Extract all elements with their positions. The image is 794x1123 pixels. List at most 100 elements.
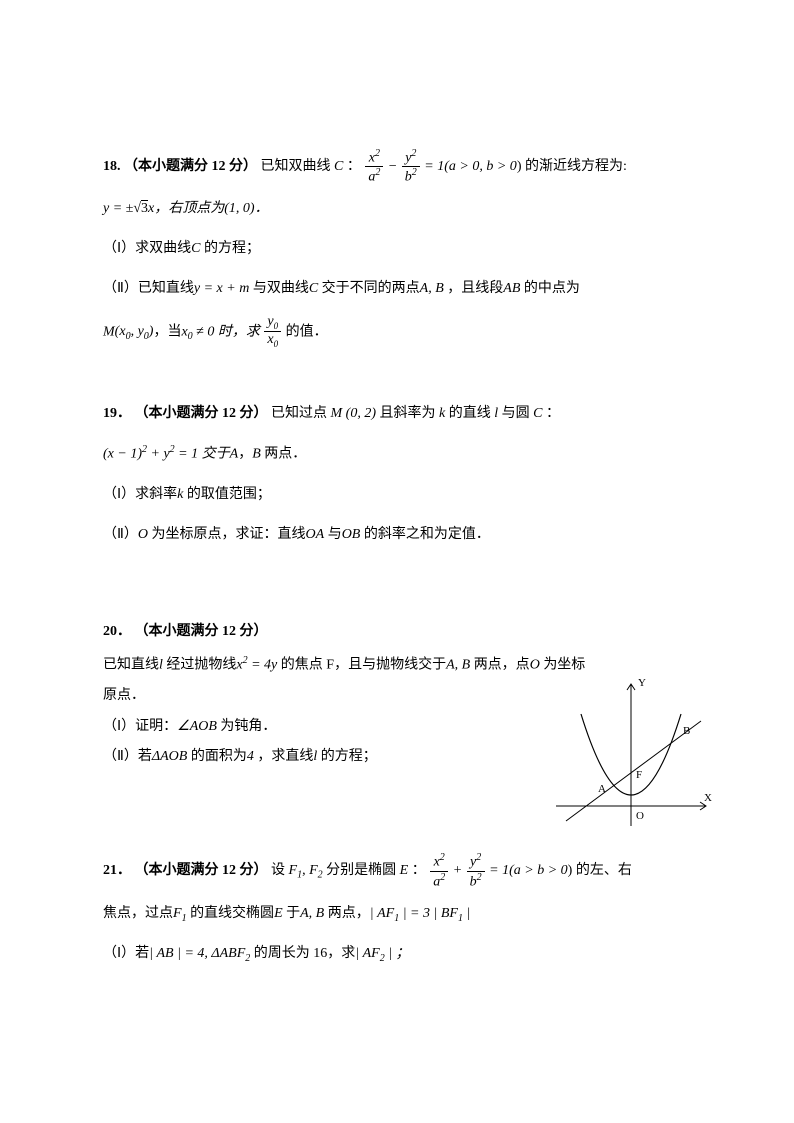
p20-p2-c: ，求直线 xyxy=(254,749,314,764)
p21-l2-b: 的直线交椭圆 xyxy=(187,906,275,921)
p20-l1-e: 两点，点 xyxy=(470,657,530,672)
p20-p1-a: （Ⅰ）证明： xyxy=(103,719,177,734)
p19-part2: （Ⅱ）O 为坐标原点，求证：直线OA 与OB 的斜率之和为定值． xyxy=(103,519,696,551)
p19-p1-a: （Ⅰ）求斜率 xyxy=(103,487,177,502)
p21-F1: F xyxy=(289,863,298,878)
p18-p2-f: AB xyxy=(503,281,520,296)
p21-part1: （Ⅰ）若| AB | = 4, ΔABF2 的周长为 16，求| AF2 | ； xyxy=(103,938,696,970)
p21-af1: | AF xyxy=(370,906,394,921)
p21-line2: 焦点，过点F1 的直线交椭圆E 于A, B 两点，| AF1 | = 3 | B… xyxy=(103,898,696,930)
p21-intro-a: 设 xyxy=(271,863,285,878)
p21-p1-a: （Ⅰ）若 xyxy=(103,946,149,961)
p18-sep: ： xyxy=(347,159,361,174)
svg-text:X: X xyxy=(704,792,712,804)
p20-tri: ΔAOB xyxy=(152,749,187,764)
p18-p2-eq: y = x + m xyxy=(194,281,249,296)
problem-20: 20． （本小题满分 12 分） 已知直线l 经过抛物线x2 = 4y 的焦点 … xyxy=(103,621,696,768)
p18-l4-d: 的值． xyxy=(286,324,328,339)
p19-line2: (x − 1)2 + y2 = 1 交于A，B 两点． xyxy=(103,438,696,471)
p19-OB: OB xyxy=(342,527,361,542)
p20-AB: A, B xyxy=(446,657,470,672)
p19-circle: C xyxy=(533,406,542,421)
problem-19: 19． （本小题满分 12 分） 已知过点 M (0, 2) 且斜率为 k 的直… xyxy=(103,398,696,551)
p18-line1: 18. （本小题满分 12 分） 已知双曲线 C ： x2a2 − y2b2 =… xyxy=(103,148,696,185)
p19-number: 19． xyxy=(103,406,131,421)
p19-p2-c: 与 xyxy=(324,527,342,542)
p21-l2-a: 焦点，过点 xyxy=(103,906,173,921)
p18-part2: （Ⅱ）已知直线y = x + m 与双曲线C 交于不同的两点A, B ，且线段A… xyxy=(103,273,696,305)
p21-header: （本小题满分 12 分） xyxy=(135,863,268,878)
p19-point: M (0, 2) xyxy=(331,406,377,421)
p21-eq3: | = 3 | BF xyxy=(399,906,458,921)
p20-l1-a: 已知直线 xyxy=(103,657,159,672)
p18-M: M xyxy=(103,324,115,339)
problem-18: 18. （本小题满分 12 分） 已知双曲线 C ： x2a2 − y2b2 =… xyxy=(103,148,696,350)
p21-bar: | xyxy=(463,906,470,921)
p18-p2-b: 与双曲线 xyxy=(249,281,309,296)
p21-l2-c: 于 xyxy=(283,906,301,921)
p18-y: y = ± xyxy=(103,201,133,216)
p19-B: B xyxy=(252,447,261,462)
p18-cond: a > 0, b > 0 xyxy=(449,159,517,174)
p18-p2-d: A, B xyxy=(420,281,444,296)
p20-line1: 已知直线l 经过抛物线x2 = 4y 的焦点 F，且与抛物线交于A, B 两点，… xyxy=(103,652,696,677)
p18-intro-a: 已知双曲线 xyxy=(261,159,331,174)
p18-p2-c: 交于不同的两点 xyxy=(318,281,420,296)
p20-p2-b: 的面积为 xyxy=(187,749,247,764)
p18-part1: （Ⅰ）求双曲线C 的方程； xyxy=(103,233,696,265)
svg-text:O: O xyxy=(636,810,644,822)
p20-l2: 原点． xyxy=(103,688,145,703)
p21-eq-rhs: = 1( xyxy=(489,863,514,878)
p19-eq-a: (x − 1) xyxy=(103,447,142,462)
p18-l4-c: ≠ 0 时，求 xyxy=(193,324,264,339)
p19-intro-d: 与圆 xyxy=(502,406,530,421)
p21-p1-b: 的周长为 16，求 xyxy=(250,946,355,961)
p18-header: （本小题满分 12 分） xyxy=(124,159,257,174)
problem-21: 21． （本小题满分 12 分） 设 F1, F2 分别是椭圆 E ： x2a2… xyxy=(103,852,696,969)
p19-intro-a: 已知过点 xyxy=(271,406,327,421)
p18-frac2: y2b2 xyxy=(402,148,420,185)
p19-p2-d: 的斜率之和为定值． xyxy=(360,527,490,542)
p21-l2-e: 两点， xyxy=(324,906,370,921)
p18-p2-e: ，且线段 xyxy=(444,281,504,296)
p21-cond: a > b > 0 xyxy=(514,863,568,878)
p21-number: 21． xyxy=(103,863,131,878)
p19-line1: 19． （本小题满分 12 分） 已知过点 M (0, 2) 且斜率为 k 的直… xyxy=(103,398,696,430)
parabola-diagram: Y X O A B F xyxy=(546,676,716,836)
p19-eq-e: 两点． xyxy=(261,447,307,462)
p19-OA: OA xyxy=(306,527,325,542)
p21-intro-c: ： xyxy=(412,863,430,878)
p18-number: 18. xyxy=(103,159,121,174)
svg-text:F: F xyxy=(636,769,642,781)
p21-p1-d: | ； xyxy=(385,946,410,961)
svg-text:Y: Y xyxy=(638,677,646,689)
p19-p2-a: （Ⅱ） xyxy=(103,527,138,542)
p19-intro-e: ： xyxy=(546,406,560,421)
p21-line1: 21． （本小题满分 12 分） 设 F1, F2 分别是椭圆 E ： x2a2… xyxy=(103,852,696,889)
p21-af2: | AF xyxy=(355,946,379,961)
p20-l1-b: 经过抛物线 xyxy=(163,657,237,672)
p19-part1: （Ⅰ）求斜率k 的取值范围； xyxy=(103,479,696,511)
p21-frac2: y2b2 xyxy=(467,852,485,889)
p20-p2-d: 的方程； xyxy=(317,749,377,764)
p21-E: E xyxy=(400,863,409,878)
p19-A: A xyxy=(230,447,239,462)
p18-cond-end: ) 的渐近线方程为: xyxy=(517,159,627,174)
p19-eq-c: = 1 交于 xyxy=(175,447,230,462)
p21-AB: A, B xyxy=(300,906,324,921)
p19-header: （本小题满分 12 分） xyxy=(135,406,268,421)
p18-curve: C xyxy=(334,159,343,174)
p20-p1-b: 为钝角． xyxy=(217,719,277,734)
p21-ab: | AB | = 4, ΔABF xyxy=(149,946,245,961)
p19-line: l xyxy=(494,406,498,421)
p21-frac1: x2a2 xyxy=(430,852,448,889)
p20-l1-g: 为坐标 xyxy=(540,657,586,672)
p21-cond-end: ) 的左、右 xyxy=(568,863,632,878)
p20-header: （本小题满分 12 分） xyxy=(135,624,268,639)
p19-eq-b: + y xyxy=(147,447,170,462)
p20-header-line: 20． （本小题满分 12 分） xyxy=(103,621,696,643)
p19-intro-c: 的直线 xyxy=(449,406,491,421)
p18-p1-a: （Ⅰ）求双曲线 xyxy=(103,241,191,256)
p19-O: O xyxy=(138,527,148,542)
p21-intro-b: 分别是椭圆 xyxy=(326,863,396,878)
